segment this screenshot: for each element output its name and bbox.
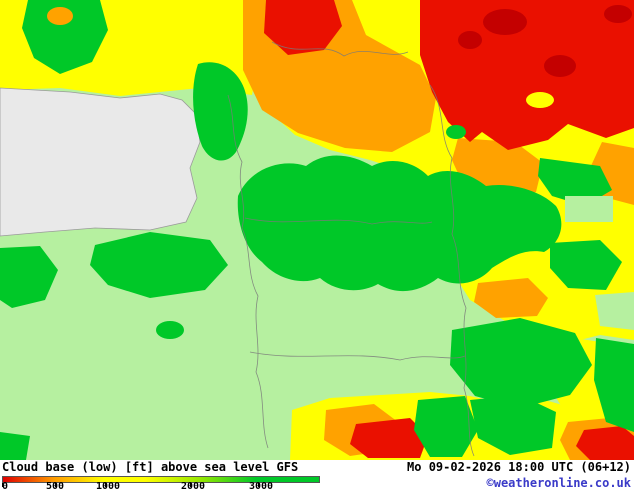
contour-green-left-edge <box>0 246 58 308</box>
scale-label-1000: 1000 <box>96 481 121 490</box>
contour-green-right-middle <box>550 240 622 290</box>
scale-label-0: 0 <box>2 481 9 490</box>
scale-label-500: 500 <box>46 481 65 490</box>
scale-label-2000: 2000 <box>181 481 206 490</box>
contour-green-left-center <box>90 232 228 298</box>
border-line-coast-north <box>271 41 409 57</box>
scale-tick <box>55 483 56 487</box>
contour-darkred-spot-3 <box>604 5 632 23</box>
scale-tick <box>2 483 3 487</box>
contour-red-bottom-center <box>350 418 428 458</box>
contour-darkred-spot-2 <box>544 55 576 77</box>
contour-red-bottom-right <box>576 426 634 460</box>
contour-green-southeast-stripe <box>470 395 556 455</box>
footer-text-row: Cloud base (low) [ft] above sea level GF… <box>0 460 634 474</box>
contour-green-dot-southwest <box>156 321 184 339</box>
scale-tick <box>105 483 106 487</box>
contour-orange-southeast-blob <box>474 278 548 318</box>
contour-lightgreen-box-ne <box>565 196 613 222</box>
contour-green-bottom-patch <box>414 396 478 457</box>
contour-red-top-center <box>264 0 342 55</box>
scale-tick <box>190 483 191 487</box>
contour-green-dot-center-east <box>446 125 466 139</box>
contour-green-central-mass <box>237 155 562 292</box>
contour-green-southeast-mass <box>450 318 592 408</box>
footer: Cloud base (low) [ft] above sea level GF… <box>0 460 634 490</box>
copyright-link[interactable]: ©weatheronline.co.uk <box>486 476 632 490</box>
contour-lightgreen-right-pocket <box>595 292 634 330</box>
contour-sea-gray <box>0 87 201 237</box>
footer-scale-row: 0 500 1000 2000 3000 ©weatheronline.co.u… <box>0 474 634 490</box>
border-line-west <box>227 94 269 449</box>
contour-yellow-notch-in-red <box>526 92 554 108</box>
contour-darkred-spot-1 <box>483 9 527 35</box>
weather-map <box>0 0 634 460</box>
map-datetime: Mo 09-02-2026 18:00 UTC (06+12) <box>407 460 631 474</box>
contour-green-northwest-corner <box>22 0 108 74</box>
map-title: Cloud base (low) [ft] above sea level GF… <box>2 460 299 474</box>
border-line-central <box>244 217 433 225</box>
contour-green-right-edge-strip <box>594 338 634 432</box>
contour-green-ne-blob <box>538 158 612 206</box>
scale-tick <box>258 483 259 487</box>
contour-orange-dot-nw <box>47 7 73 25</box>
scale-label-3000: 3000 <box>249 481 274 490</box>
country-borders <box>227 41 475 457</box>
contour-darkred-spot-4 <box>458 31 482 49</box>
border-line-south <box>249 351 466 361</box>
contour-green-bottom-left-corner <box>0 432 30 460</box>
map-svg <box>0 0 634 460</box>
border-line-east <box>429 84 475 457</box>
color-scale-gradient <box>2 476 320 483</box>
